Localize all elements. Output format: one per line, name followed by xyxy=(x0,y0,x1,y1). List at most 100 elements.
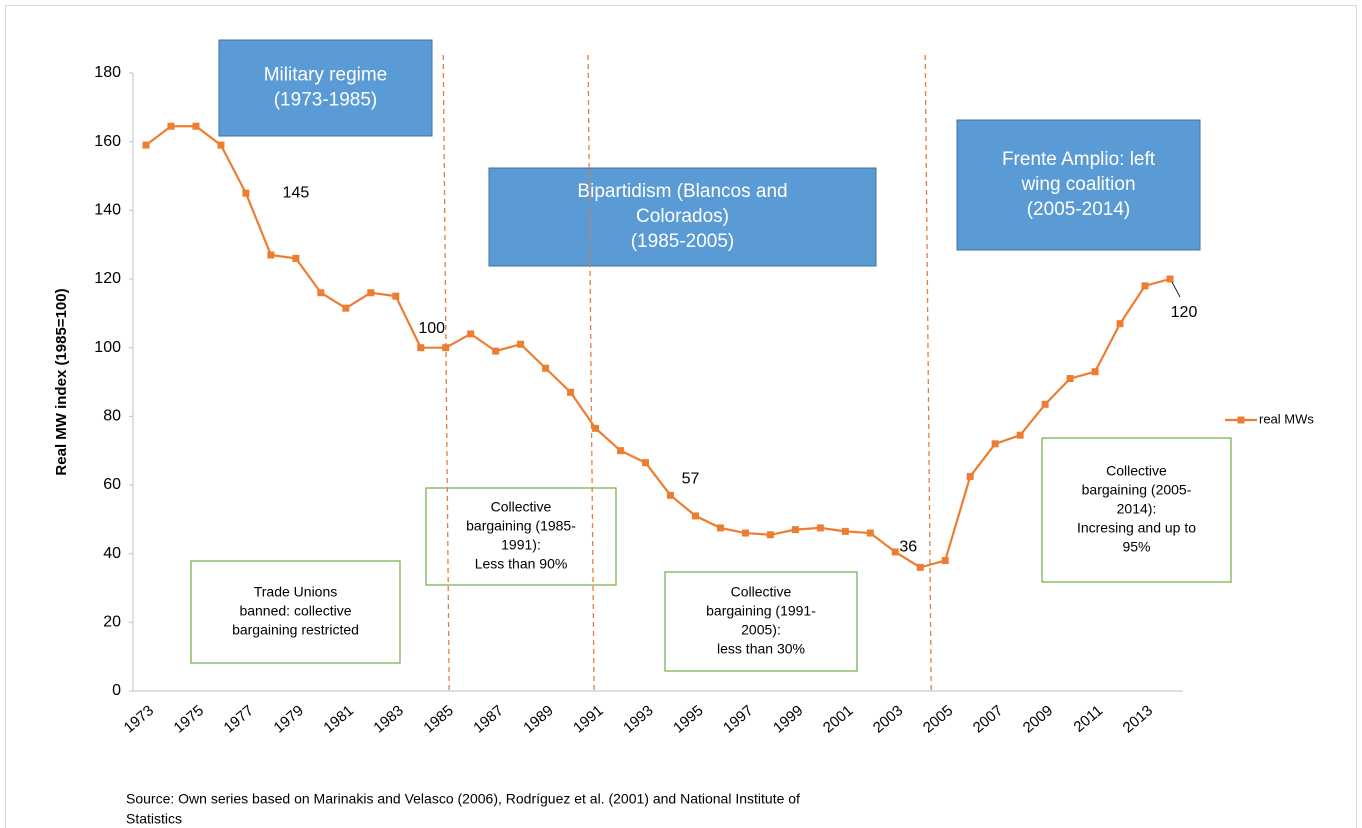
regime-box-text: Bipartidism (Blancos and xyxy=(577,181,787,202)
data-point xyxy=(192,122,200,130)
y-tick-label: 80 xyxy=(103,408,121,425)
data-point xyxy=(617,447,625,455)
bargaining-box xyxy=(425,487,617,586)
period-divider xyxy=(442,54,450,694)
bargaining-box-text: bargaining (1991- xyxy=(706,603,816,619)
data-point xyxy=(442,344,450,352)
data-label: 36 xyxy=(899,539,917,556)
regime-box xyxy=(218,39,433,137)
y-tick-label: 120 xyxy=(94,270,121,287)
regime-box-text: wing coalition xyxy=(1020,174,1135,195)
data-point xyxy=(866,529,874,537)
y-tick-label: 60 xyxy=(103,476,121,493)
data-point xyxy=(691,512,699,520)
source-note: Source: Own series based on Marinakis an… xyxy=(126,791,800,807)
bargaining-box-text: Collective xyxy=(1106,463,1167,479)
data-point xyxy=(1066,375,1074,383)
data-point xyxy=(966,472,974,480)
regime-box-text: (2005-2014) xyxy=(1027,199,1131,220)
data-point xyxy=(716,524,724,532)
data-point xyxy=(1116,320,1124,328)
y-tick-label: 20 xyxy=(103,614,121,631)
regime-box-text: Military regime xyxy=(264,65,388,86)
data-point xyxy=(1091,368,1099,376)
bargaining-box xyxy=(1041,437,1232,583)
data-label: 57 xyxy=(682,471,700,488)
data-point xyxy=(467,330,475,338)
data-point xyxy=(342,304,350,312)
legend-marker xyxy=(1237,416,1245,424)
data-point xyxy=(567,388,575,396)
bargaining-box-text: Collective xyxy=(731,584,792,600)
data-point xyxy=(1141,282,1149,290)
period-divider xyxy=(587,54,595,694)
bargaining-box-text: 1991): xyxy=(501,537,541,553)
y-tick-label: 100 xyxy=(94,339,121,356)
leader-line xyxy=(1171,281,1181,298)
data-point xyxy=(492,347,500,355)
data-point xyxy=(167,122,175,130)
y-tick-label: 140 xyxy=(94,202,121,219)
regime-box-text: (1973-1985) xyxy=(274,90,378,111)
data-label: 100 xyxy=(418,320,445,337)
data-point xyxy=(142,141,150,149)
data-point xyxy=(517,340,525,348)
y-tick-label: 180 xyxy=(94,64,121,81)
bargaining-box xyxy=(190,560,401,664)
y-axis-label: Real MW index (1985=100) xyxy=(53,288,70,475)
data-point xyxy=(392,292,400,300)
bargaining-box-text: Incresing and up to xyxy=(1077,520,1196,536)
bargaining-box xyxy=(664,571,858,672)
regime-box-text: Colorados) xyxy=(636,206,729,227)
bargaining-box-text: less than 30% xyxy=(717,641,805,657)
data-point xyxy=(292,254,300,262)
data-point xyxy=(766,531,774,539)
data-point xyxy=(417,344,425,352)
data-point xyxy=(841,527,849,535)
data-point xyxy=(1041,400,1049,408)
source-note: Statistics xyxy=(126,811,182,827)
data-point xyxy=(317,289,325,297)
data-point xyxy=(592,424,600,432)
data-point xyxy=(941,557,949,565)
bargaining-box-text: Collective xyxy=(491,499,552,515)
y-tick-label: 0 xyxy=(112,682,121,699)
data-point xyxy=(367,289,375,297)
regime-box xyxy=(488,167,877,267)
data-point xyxy=(267,251,275,259)
bargaining-box-text: Trade Unions xyxy=(254,584,338,600)
data-point xyxy=(816,524,824,532)
data-point xyxy=(542,364,550,372)
data-point xyxy=(642,459,650,467)
bargaining-box-text: 2014): xyxy=(1117,501,1157,517)
period-divider xyxy=(924,54,932,694)
bargaining-box-text: bargaining restricted xyxy=(232,622,359,638)
regime-box-text: Frente Amplio: left xyxy=(1002,149,1156,170)
y-tick-label: 40 xyxy=(103,545,121,562)
y-tick-label: 160 xyxy=(94,133,121,150)
data-point xyxy=(217,141,225,149)
regime-box xyxy=(956,119,1201,251)
data-point xyxy=(991,440,999,448)
data-label: 145 xyxy=(283,184,310,201)
bargaining-box-text: banned: collective xyxy=(239,603,351,619)
bargaining-box-text: 2005): xyxy=(741,622,781,638)
series-line xyxy=(145,125,1171,569)
data-label: 120 xyxy=(1171,304,1198,321)
regime-box-text: (1985-2005) xyxy=(631,231,735,252)
data-point xyxy=(916,563,924,571)
bargaining-box-text: 95% xyxy=(1122,539,1150,555)
data-point xyxy=(1016,431,1024,439)
bargaining-box-text: bargaining (1985- xyxy=(466,518,576,534)
data-point xyxy=(1166,275,1174,283)
data-point xyxy=(242,189,250,197)
data-point xyxy=(891,548,899,556)
data-point xyxy=(791,526,799,534)
data-point xyxy=(666,491,674,499)
bargaining-box-text: Less than 90% xyxy=(475,556,568,572)
data-point xyxy=(741,529,749,537)
bargaining-box-text: bargaining (2005- xyxy=(1082,482,1192,498)
legend-label: real MWs xyxy=(1259,411,1314,426)
